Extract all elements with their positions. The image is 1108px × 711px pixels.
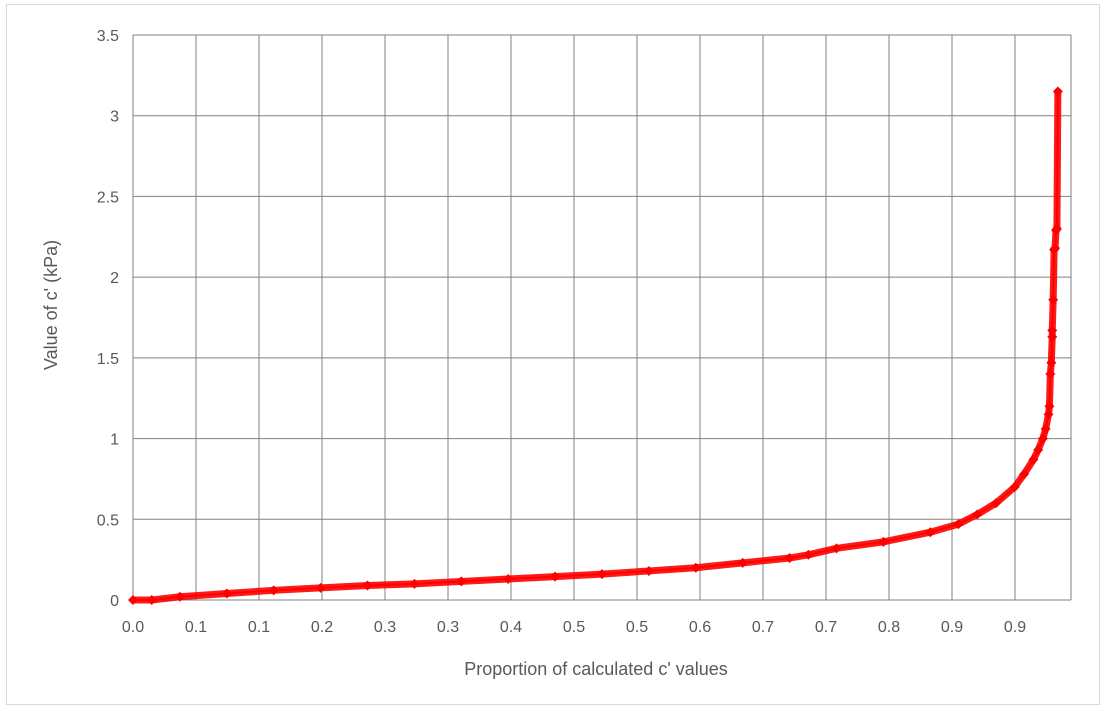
data-point [643, 565, 654, 576]
x-tick-label: 0.3 [374, 619, 396, 636]
data-point [174, 591, 185, 602]
data-point [1051, 223, 1062, 234]
series-marker-band [129, 88, 1062, 604]
x-tick-label: 0.1 [248, 619, 270, 636]
data-point [1046, 357, 1057, 368]
data-point [503, 574, 514, 585]
chart-svg: 0.0 0.1 0.1 0.2 0.3 0.3 0.4 0.5 0.5 0.6 0.7 0.7 0.8 0… [41, 28, 1072, 679]
data-point [1052, 86, 1063, 97]
x-tick-label: 0.0 [122, 619, 144, 636]
data-point [972, 509, 983, 520]
x-tick-label: 0.5 [626, 619, 648, 636]
data-point [1043, 409, 1054, 420]
x-tick-label: 0.5 [563, 619, 585, 636]
data-point [1040, 423, 1051, 434]
y-tick-label: 1.5 [97, 351, 119, 368]
y-tick-label: 0 [110, 593, 119, 610]
data-point [597, 569, 607, 580]
chart-area: 0.0 0.1 0.1 0.2 0.3 0.3 0.4 0.5 0.5 0.6 0.7 0.7 0.8 0… [6, 4, 1100, 705]
data-point [315, 582, 326, 593]
data-point [1028, 454, 1039, 465]
y-tick-label: 0.5 [97, 512, 119, 529]
x-tick-label: 0.9 [941, 619, 963, 636]
data-point [737, 557, 748, 568]
x-tick-label: 0.4 [500, 619, 522, 636]
y-axis-title: Value of c' (kPa) [41, 240, 61, 370]
data-point [953, 519, 964, 530]
y-tick-label: 2.5 [97, 189, 119, 206]
x-tick-label: 0.7 [815, 619, 837, 636]
data-point [268, 585, 279, 596]
x-axis-title: Proportion of calculated c' values [464, 659, 728, 679]
data-point [1033, 444, 1044, 455]
gridlines [132, 34, 1072, 601]
series-layer [128, 86, 1063, 605]
data-point [550, 571, 561, 582]
data-point [1047, 325, 1058, 336]
data-point [362, 580, 373, 591]
tick-labels: 0.0 0.1 0.1 0.2 0.3 0.3 0.4 0.5 0.5 0.6 0.7 0.7 0.8 0… [97, 28, 1026, 636]
data-point [456, 576, 467, 587]
x-tick-label: 0.1 [185, 619, 207, 636]
series-line [133, 91, 1059, 601]
data-point [1050, 243, 1061, 254]
data-point [221, 588, 232, 599]
data-point [1048, 294, 1059, 305]
x-tick-label: 0.7 [752, 619, 774, 636]
data-point [925, 527, 936, 538]
y-tick-label: 3 [110, 109, 119, 126]
x-tick-label: 0.9 [1004, 619, 1026, 636]
y-tick-label: 3.5 [97, 28, 119, 45]
data-point [878, 536, 889, 547]
y-tick-label: 2 [110, 270, 119, 287]
data-point [803, 549, 814, 560]
data-point [1047, 331, 1058, 342]
data-point [1044, 401, 1055, 412]
data-point [784, 553, 795, 564]
data-point [128, 595, 138, 605]
data-point [690, 562, 701, 573]
data-point [1045, 369, 1056, 379]
data-point [1019, 469, 1030, 480]
x-tick-label: 0.2 [311, 619, 333, 636]
data-point [1037, 433, 1048, 444]
data-point [831, 543, 842, 554]
x-tick-label: 0.3 [437, 619, 459, 636]
data-point [990, 498, 1001, 509]
x-tick-label: 0.8 [878, 619, 900, 636]
data-point [409, 578, 420, 589]
data-point [1009, 482, 1020, 492]
y-tick-label: 1 [110, 432, 119, 449]
x-tick-label: 0.6 [689, 619, 711, 636]
data-point [146, 595, 157, 605]
